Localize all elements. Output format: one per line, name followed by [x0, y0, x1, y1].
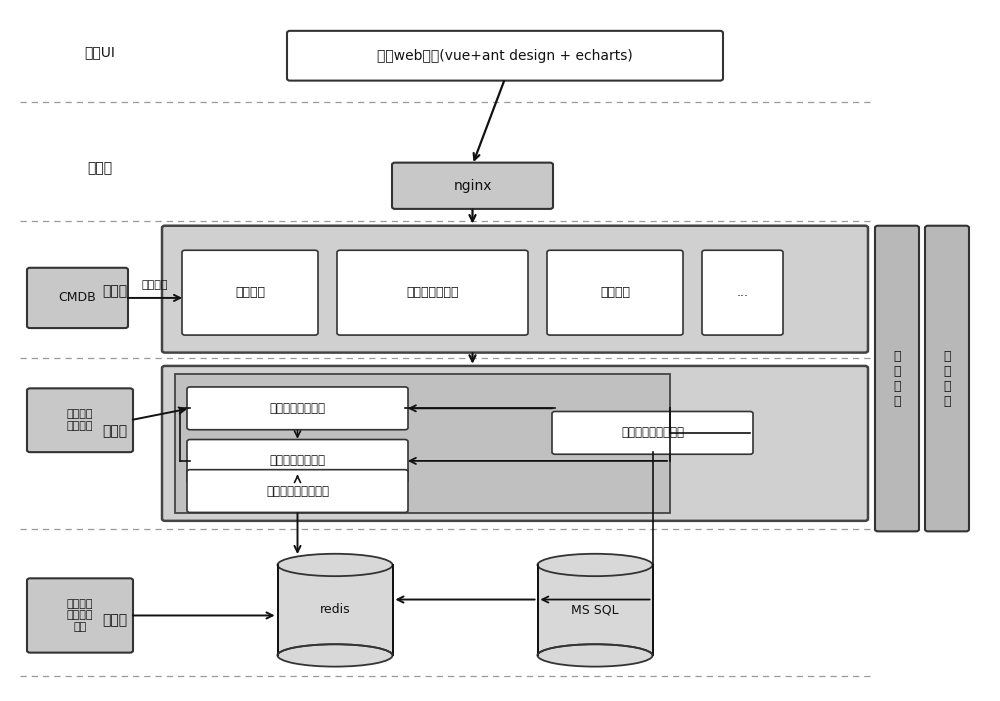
Text: 公共信息: 公共信息: [235, 286, 265, 299]
Bar: [278, 565, 392, 655]
Ellipse shape: [278, 554, 392, 576]
FancyBboxPatch shape: [162, 226, 868, 353]
Text: 业务层: 业务层: [102, 424, 128, 438]
Text: CMDB: CMDB: [59, 292, 96, 304]
FancyBboxPatch shape: [287, 31, 723, 81]
Text: 代理层: 代理层: [87, 161, 113, 175]
Text: nginx: nginx: [453, 179, 492, 193]
FancyBboxPatch shape: [182, 250, 318, 335]
Text: 告警信息: 告警信息: [600, 286, 630, 299]
Text: 调用数据格式化模块: 调用数据格式化模块: [621, 426, 684, 440]
Text: 告警数据格式化模块: 告警数据格式化模块: [266, 484, 329, 498]
Text: 调用数据接收模块: 调用数据接收模块: [270, 402, 326, 415]
Text: 调用数据分析模块: 调用数据分析模块: [270, 454, 326, 468]
FancyBboxPatch shape: [547, 250, 683, 335]
FancyBboxPatch shape: [187, 440, 408, 482]
Bar: [538, 565, 652, 655]
Text: 告警数据
采集分析
模块: 告警数据 采集分析 模块: [67, 599, 93, 632]
FancyBboxPatch shape: [162, 366, 868, 521]
FancyBboxPatch shape: [392, 163, 553, 209]
Bar: [175, 374, 670, 513]
FancyBboxPatch shape: [187, 470, 408, 512]
Text: 前端UI: 前端UI: [85, 46, 115, 60]
FancyBboxPatch shape: [27, 268, 128, 328]
Text: 公共信息: 公共信息: [142, 280, 168, 290]
Text: 日
志
记
录: 日 志 记 录: [893, 350, 901, 407]
Text: 接入层: 接入层: [102, 284, 128, 298]
FancyBboxPatch shape: [337, 250, 528, 335]
FancyBboxPatch shape: [925, 226, 969, 531]
FancyBboxPatch shape: [702, 250, 783, 335]
Text: ...: ...: [736, 286, 748, 299]
Text: 存储层: 存储层: [102, 613, 128, 627]
Text: MS SQL: MS SQL: [571, 603, 619, 616]
Text: 调用数据
采集模块: 调用数据 采集模块: [67, 409, 93, 431]
Ellipse shape: [538, 644, 652, 667]
Ellipse shape: [538, 554, 652, 576]
FancyBboxPatch shape: [27, 388, 133, 452]
FancyBboxPatch shape: [552, 411, 753, 454]
FancyBboxPatch shape: [187, 387, 408, 430]
FancyBboxPatch shape: [875, 226, 919, 531]
Ellipse shape: [278, 644, 392, 667]
Text: 上下游调用信息: 上下游调用信息: [406, 286, 459, 299]
FancyBboxPatch shape: [27, 578, 133, 653]
Text: redis: redis: [320, 603, 350, 616]
Text: 调
度
任
务: 调 度 任 务: [943, 350, 951, 407]
Text: 前端web页面(vue+ant design + echarts): 前端web页面(vue+ant design + echarts): [377, 49, 633, 62]
